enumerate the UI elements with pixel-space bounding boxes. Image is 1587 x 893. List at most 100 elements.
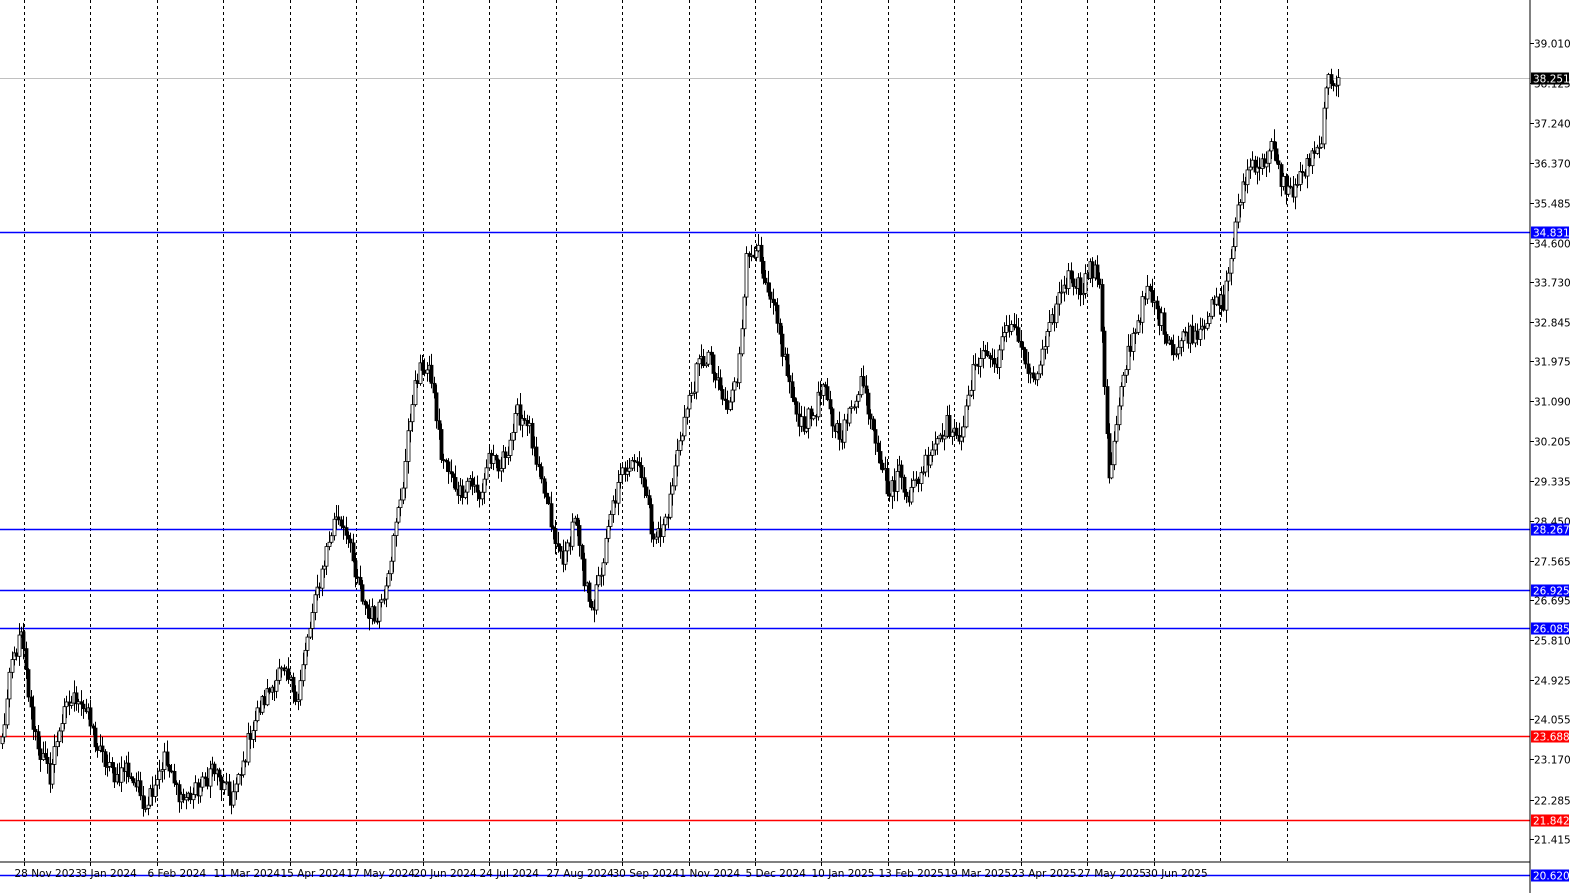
candle <box>391 533 396 573</box>
y-tick-label: 37.240 <box>1534 119 1571 131</box>
candle <box>761 257 766 285</box>
candle-body <box>935 438 940 445</box>
candle-body <box>7 671 12 700</box>
candle <box>33 726 38 741</box>
candle-body <box>1083 273 1088 294</box>
candle <box>694 362 699 400</box>
candle-body <box>410 404 415 423</box>
candle-body <box>651 533 656 540</box>
candle-body <box>1276 160 1281 165</box>
y-tick-label: 25.810 <box>1534 636 1571 648</box>
candle <box>775 298 780 333</box>
candle <box>45 748 50 774</box>
candle-body <box>1040 348 1045 366</box>
candle-body <box>759 244 764 262</box>
candle-body <box>188 792 193 801</box>
candle-body <box>895 470 900 492</box>
candle-body <box>756 244 761 252</box>
candle-body <box>322 565 327 570</box>
candle <box>475 475 480 502</box>
level-tag-label: 21.842 <box>1533 816 1570 828</box>
candle-body <box>744 253 749 298</box>
candle-body <box>126 762 131 778</box>
candle-body <box>606 526 611 539</box>
candle <box>236 772 241 793</box>
candle <box>856 391 861 409</box>
candle <box>763 269 768 285</box>
candle-body <box>737 353 742 384</box>
candle-body <box>291 676 296 693</box>
candle <box>1231 237 1236 262</box>
candle-body <box>310 612 315 629</box>
candle <box>1322 101 1327 150</box>
candle <box>1112 431 1117 471</box>
candle-body <box>460 485 465 498</box>
candle-body <box>277 667 282 681</box>
candle <box>604 529 609 565</box>
candle <box>747 251 752 269</box>
candle-body <box>849 406 854 409</box>
x-tick-label: 19 Mar 2025 <box>945 868 1012 880</box>
candle-body <box>172 771 177 784</box>
candle-body <box>639 465 644 479</box>
candle-body <box>778 322 783 335</box>
candle-body <box>544 492 549 498</box>
candle <box>1109 452 1114 480</box>
candle-body <box>1272 141 1277 150</box>
candle-body <box>200 776 205 788</box>
candle <box>981 341 986 369</box>
candle-body <box>1183 331 1188 334</box>
candle-body <box>403 461 408 489</box>
candle-body <box>453 477 458 490</box>
candle-body <box>899 464 904 478</box>
candle-body <box>222 782 227 791</box>
candle <box>1054 295 1059 328</box>
x-tick-label: 27 Aug 2024 <box>547 868 615 880</box>
candle-body <box>1207 315 1212 324</box>
candle-body <box>811 415 816 420</box>
candle-body <box>1117 405 1122 426</box>
candle-body <box>36 731 41 750</box>
candle <box>589 599 594 611</box>
candle-body <box>892 480 897 492</box>
candle <box>558 543 563 559</box>
candle-body <box>1293 184 1298 198</box>
candle-body <box>928 454 933 466</box>
candle <box>740 319 745 357</box>
candle <box>713 371 718 389</box>
candle <box>305 634 310 657</box>
candle-body <box>837 423 842 440</box>
candle <box>88 699 93 733</box>
candle-body <box>1023 349 1028 365</box>
candle-body <box>344 527 349 536</box>
candle-body <box>761 260 766 279</box>
candle-body <box>496 459 501 472</box>
candle-body <box>539 466 544 480</box>
candle-body <box>50 763 55 785</box>
candle-body <box>355 576 360 579</box>
candle <box>1100 278 1105 343</box>
candle <box>1000 326 1005 360</box>
candle <box>606 519 611 543</box>
level-tag <box>1531 523 1569 536</box>
candle <box>616 470 621 516</box>
candle-body <box>389 560 394 575</box>
candle-body <box>1274 148 1279 162</box>
candle-body <box>771 298 776 303</box>
candle <box>539 462 544 484</box>
candle-body <box>1295 184 1300 186</box>
candle <box>553 519 558 555</box>
candle-body <box>1245 169 1250 186</box>
candle-body <box>508 439 513 456</box>
candle-body <box>1312 150 1317 154</box>
candle-body <box>434 392 439 422</box>
candle <box>771 288 776 315</box>
x-tick-label: 30 Sep 2024 <box>613 868 680 880</box>
candle-body <box>642 477 647 488</box>
candle-body <box>103 751 108 767</box>
candle <box>916 476 921 493</box>
level-tag-label: 28.267 <box>1533 525 1570 537</box>
candle-body <box>1140 296 1145 323</box>
candle-body <box>950 431 955 437</box>
candle-body <box>556 543 561 547</box>
